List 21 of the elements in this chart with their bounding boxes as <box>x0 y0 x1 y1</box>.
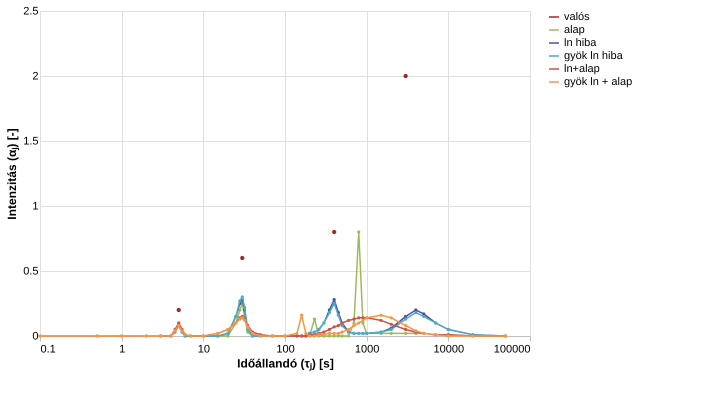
y-tick-label: 1 <box>32 200 38 212</box>
legend-label: gyök ln hiba <box>564 50 624 62</box>
legend-label: ln+alap <box>564 63 600 75</box>
x-tick-label: 100000 <box>494 344 530 356</box>
y-axis-title: Intenzitás (αⱼ) [-] <box>5 128 20 220</box>
x-tick-label: 10000 <box>434 344 464 356</box>
x-axis-title: Időállandó (τⱼ) [s] <box>237 356 334 372</box>
x-tick-label: 100 <box>276 344 295 356</box>
x-tick-label: 1 <box>119 344 126 356</box>
legend-label: alap <box>564 24 585 36</box>
y-tick-label: 0 <box>32 330 38 342</box>
y-tick-label: 1.5 <box>23 136 38 148</box>
legend-label: ln hiba <box>564 37 598 49</box>
y-tick-label: 2.5 <box>23 6 38 18</box>
y-tick-label: 0.5 <box>23 266 38 278</box>
x-tick-label: 10 <box>198 344 210 356</box>
x-tick-label: 0.1 <box>40 344 56 356</box>
legend-label: valós <box>564 11 590 23</box>
legend-label: gyök ln + alap <box>564 76 632 88</box>
y-tick-label: 2 <box>32 70 38 82</box>
x-tick-label: 1000 <box>354 344 380 356</box>
